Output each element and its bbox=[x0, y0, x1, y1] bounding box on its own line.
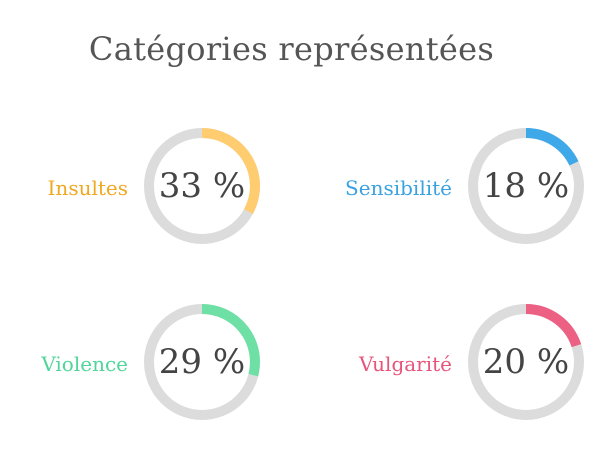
donut-arc-sensibilite bbox=[525, 128, 579, 166]
donut-value-insultes: 33 % bbox=[158, 166, 246, 206]
donut-sensibilite: 18 % bbox=[466, 126, 586, 246]
donut-vulgarite: 20 % bbox=[466, 302, 586, 422]
category-insultes: Insultes 33 % bbox=[0, 126, 300, 266]
donut-arc-violence bbox=[201, 304, 260, 377]
donut-svg-insultes bbox=[144, 128, 260, 244]
chart-title: Catégories représentées bbox=[88, 30, 495, 68]
category-vulgarite: Vulgarité 20 % bbox=[324, 302, 603, 442]
donut-value-violence: 29 % bbox=[158, 342, 246, 382]
donut-svg-violence bbox=[144, 304, 260, 420]
category-label-vulgarite: Vulgarité bbox=[359, 352, 452, 376]
donut-arc-vulgarite bbox=[525, 304, 582, 348]
donut-value-sensibilite: 18 % bbox=[482, 166, 570, 206]
donut-svg-vulgarite bbox=[468, 304, 584, 420]
donut-arc-insultes bbox=[201, 128, 260, 214]
category-label-violence: Violence bbox=[41, 352, 128, 376]
category-sensibilite: Sensibilité 18 % bbox=[324, 126, 603, 266]
donut-svg-sensibilite bbox=[468, 128, 584, 244]
category-violence: Violence 29 % bbox=[0, 302, 300, 442]
donut-value-vulgarite: 20 % bbox=[482, 342, 570, 382]
category-label-sensibilite: Sensibilité bbox=[345, 176, 452, 200]
category-label-insultes: Insultes bbox=[47, 176, 128, 200]
donut-violence: 29 % bbox=[142, 302, 262, 422]
donut-insultes: 33 % bbox=[142, 126, 262, 246]
